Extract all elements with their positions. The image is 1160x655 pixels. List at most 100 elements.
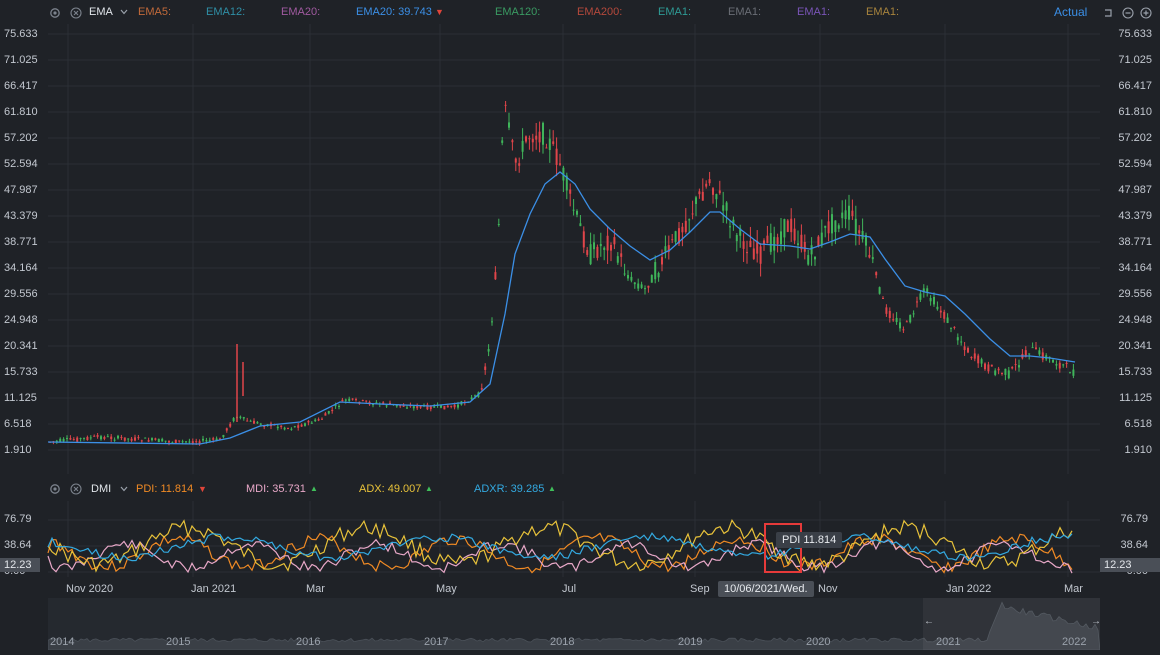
candle-body [701, 191, 704, 201]
candle-body [837, 225, 840, 229]
candle-body [725, 202, 728, 211]
candle-body [606, 235, 609, 251]
candle-body [953, 326, 956, 328]
dmi-gear-icon[interactable] [48, 482, 62, 496]
candle-body [375, 402, 378, 404]
candle-body [664, 246, 667, 252]
candle-body [831, 214, 833, 234]
candle-body [426, 404, 429, 410]
candle-body [147, 440, 150, 442]
actual-button[interactable]: Actual [1054, 5, 1088, 19]
dmi-close-icon[interactable] [69, 482, 83, 496]
time-tick: Mar [1064, 583, 1083, 595]
candle-body [691, 213, 694, 215]
candle-body [297, 425, 300, 428]
candle-body [722, 205, 725, 211]
candle-body [470, 397, 473, 400]
price-tick-right: 47.987 [1118, 184, 1152, 196]
candle-body [844, 210, 847, 220]
candle-body [341, 399, 344, 402]
gear-icon[interactable] [48, 6, 62, 20]
candle-body [382, 402, 385, 405]
candle-body [484, 366, 487, 370]
candle-body [348, 398, 351, 401]
price-tick-right: 34.164 [1118, 262, 1152, 274]
candle-body [861, 230, 864, 240]
candle-body [814, 256, 816, 260]
candle-body [576, 210, 578, 215]
candle-body [372, 404, 374, 406]
adxr-line [47, 532, 1073, 562]
candle-body [593, 242, 595, 250]
candle-body [62, 438, 65, 442]
candle-body [501, 140, 504, 143]
price-tick-left: 71.025 [4, 54, 38, 66]
candle-body [695, 197, 697, 204]
candle-body [89, 437, 92, 439]
candle-body [406, 407, 408, 409]
candle-body [973, 353, 976, 359]
candle-body [763, 240, 765, 244]
candle-body [440, 404, 442, 408]
indicator-name-ema[interactable]: EMA [89, 6, 113, 18]
candle-body [518, 163, 521, 166]
range-navigator[interactable] [48, 598, 1100, 650]
candle-body [416, 405, 419, 409]
price-tick-right: 1.910 [1124, 444, 1152, 456]
ema20-line [47, 171, 1076, 445]
candle-body [1055, 364, 1058, 366]
candle-body [596, 246, 599, 258]
candle-body [134, 437, 136, 441]
candle-body [888, 310, 891, 318]
candle-body [657, 272, 660, 278]
candle-body [980, 359, 983, 364]
price-tick-right: 24.948 [1118, 314, 1152, 326]
candle-body [963, 346, 966, 351]
candle-body [103, 436, 106, 439]
candle-body [899, 322, 901, 329]
navigator-year: 2015 [166, 636, 191, 648]
navigator-left-handle[interactable]: ← [924, 616, 934, 627]
main-indicator-toolbar: EMA EMA5: EMA12: EMA20: EMA20: 39.743 ▼ … [0, 0, 1160, 24]
candle-body [1035, 347, 1037, 350]
candle-body [773, 236, 776, 251]
zoom-out-icon[interactable] [1121, 6, 1135, 20]
price-tick-right: 75.633 [1118, 28, 1152, 40]
dmi-tick-right: 38.64 [1120, 539, 1148, 551]
price-tick-right: 38.771 [1118, 236, 1152, 248]
navigator-right-handle[interactable]: → [1091, 616, 1101, 627]
chevron-down-icon[interactable] [117, 5, 131, 19]
candle-body [786, 220, 789, 232]
price-chart[interactable] [0, 24, 1160, 476]
add-icon[interactable] [1139, 6, 1153, 20]
adx-arrow: ▲ [425, 484, 433, 493]
candle-body [674, 231, 677, 242]
candle-body [402, 405, 405, 407]
candle-body [776, 237, 779, 245]
undo-icon[interactable] [1101, 6, 1115, 20]
price-tick-right: 20.341 [1118, 340, 1152, 352]
dmi-chevron-down-icon[interactable] [117, 482, 131, 496]
navigator-selected-range [923, 598, 1100, 650]
candle-body [858, 230, 861, 234]
candle-body [746, 252, 748, 254]
adxr-arrow: ▲ [548, 484, 556, 493]
candle-body [729, 226, 731, 228]
candle-body [678, 228, 680, 244]
candle-body [1062, 364, 1065, 366]
ema20-label: EMA20: [281, 6, 321, 18]
candle-body [824, 225, 827, 228]
candle-body [263, 425, 266, 427]
candle-body [749, 240, 752, 248]
price-tick-left: 20.341 [4, 340, 38, 352]
indicator-name-dmi[interactable]: DMI [91, 483, 112, 495]
price-tick-right: 57.202 [1118, 132, 1152, 144]
dmi-chart[interactable] [0, 501, 1160, 577]
time-tick: Nov [818, 583, 838, 595]
price-tick-left: 38.771 [4, 236, 38, 248]
close-icon[interactable] [69, 6, 83, 20]
candle-body [684, 220, 687, 233]
candle-body [1007, 370, 1010, 379]
candle-body [623, 273, 626, 275]
candle-body [905, 321, 908, 323]
